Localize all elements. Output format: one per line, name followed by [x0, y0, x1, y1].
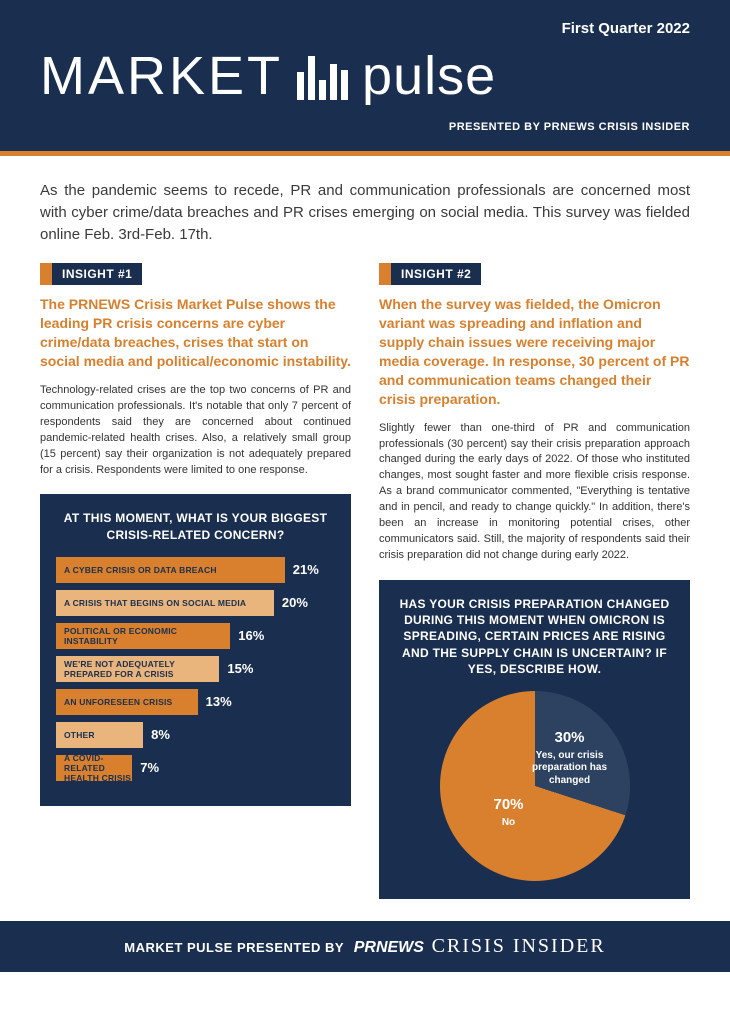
bar-row: A CRISIS THAT BEGINS ON SOCIAL MEDIA 20% [56, 590, 335, 616]
bar: AN UNFORESEEN CRISIS [56, 689, 198, 715]
pie-graphic: 30% Yes, our crisis preparation has chan… [440, 691, 630, 881]
bar-pct: 15% [227, 661, 253, 676]
intro-text: As the pandemic seems to recede, PR and … [0, 156, 730, 263]
bar-row: OTHER 8% [56, 722, 335, 748]
bar: OTHER [56, 722, 143, 748]
logo-bars-icon [297, 52, 348, 100]
footer-brand2: CRISIS INSIDER [432, 935, 606, 957]
bar: A CYBER CRISIS OR DATA BREACH [56, 557, 285, 583]
columns: INSIGHT #1 The PRNEWS Crisis Market Puls… [0, 263, 730, 921]
footer-text: MARKET PULSE PRESENTED BY [124, 940, 344, 955]
logo: MARKET pulse [40, 45, 690, 107]
presented-by: PRESENTED BY PRNEWS CRISIS INSIDER [40, 121, 690, 133]
insight2-headline: When the survey was fielded, the Omicron… [379, 295, 690, 408]
bar-pct: 8% [151, 727, 170, 742]
bar: WE'RE NOT ADEQUATELY PREPARED FOR A CRIS… [56, 656, 219, 682]
header: First Quarter 2022 MARKET pulse PRESENTE… [0, 0, 730, 151]
bar-chart-rows: A CYBER CRISIS OR DATA BREACH 21% A CRISIS… [56, 557, 335, 781]
column-right: INSIGHT #2 When the survey was fielded, … [379, 263, 690, 899]
insight2-body: Slightly fewer than one-third of PR and … [379, 421, 690, 564]
insight1-body: Technology-related crises are the top tw… [40, 383, 351, 479]
bar: POLITICAL OR ECONOMIC INSTABILITY [56, 623, 230, 649]
bar: A CRISIS THAT BEGINS ON SOCIAL MEDIA [56, 590, 274, 616]
logo-left: MARKET [40, 45, 283, 107]
column-left: INSIGHT #1 The PRNEWS Crisis Market Puls… [40, 263, 351, 899]
bar-row: POLITICAL OR ECONOMIC INSTABILITY 16% [56, 623, 335, 649]
bar-row: AN UNFORESEEN CRISIS 13% [56, 689, 335, 715]
pie-label-no: 70% No [474, 796, 544, 829]
insight1-headline: The PRNEWS Crisis Market Pulse shows the… [40, 295, 351, 371]
logo-right: pulse [362, 45, 496, 107]
insight2-tag: INSIGHT #2 [379, 263, 481, 285]
insight1-tag: INSIGHT #1 [40, 263, 142, 285]
bar-row: A CYBER CRISIS OR DATA BREACH 21% [56, 557, 335, 583]
bar-pct: 20% [282, 595, 308, 610]
footer: MARKET PULSE PRESENTED BY PRNEWS CRISIS … [0, 921, 730, 972]
pie-chart-title: HAS YOUR CRISIS PREPARATION CHANGED DURI… [395, 596, 674, 677]
bar-pct: 21% [293, 562, 319, 577]
quarter-label: First Quarter 2022 [40, 20, 690, 37]
bar-pct: 7% [140, 760, 159, 775]
pie-chart: HAS YOUR CRISIS PREPARATION CHANGED DURI… [379, 580, 690, 899]
bar-row: WE'RE NOT ADEQUATELY PREPARED FOR A CRIS… [56, 656, 335, 682]
footer-brand1: PRNEWS [354, 939, 424, 956]
bar-pct: 13% [206, 694, 232, 709]
pie-label-yes: 30% Yes, our crisis preparation has chan… [530, 729, 610, 787]
bar-chart-title: AT THIS MOMENT, WHAT IS YOUR BIGGEST CRI… [56, 510, 335, 542]
bar: A COVID-RELATED HEALTH CRISIS [56, 755, 132, 781]
bar-row: A COVID-RELATED HEALTH CRISIS 7% [56, 755, 335, 781]
bar-chart: AT THIS MOMENT, WHAT IS YOUR BIGGEST CRI… [40, 494, 351, 805]
bar-pct: 16% [238, 628, 264, 643]
